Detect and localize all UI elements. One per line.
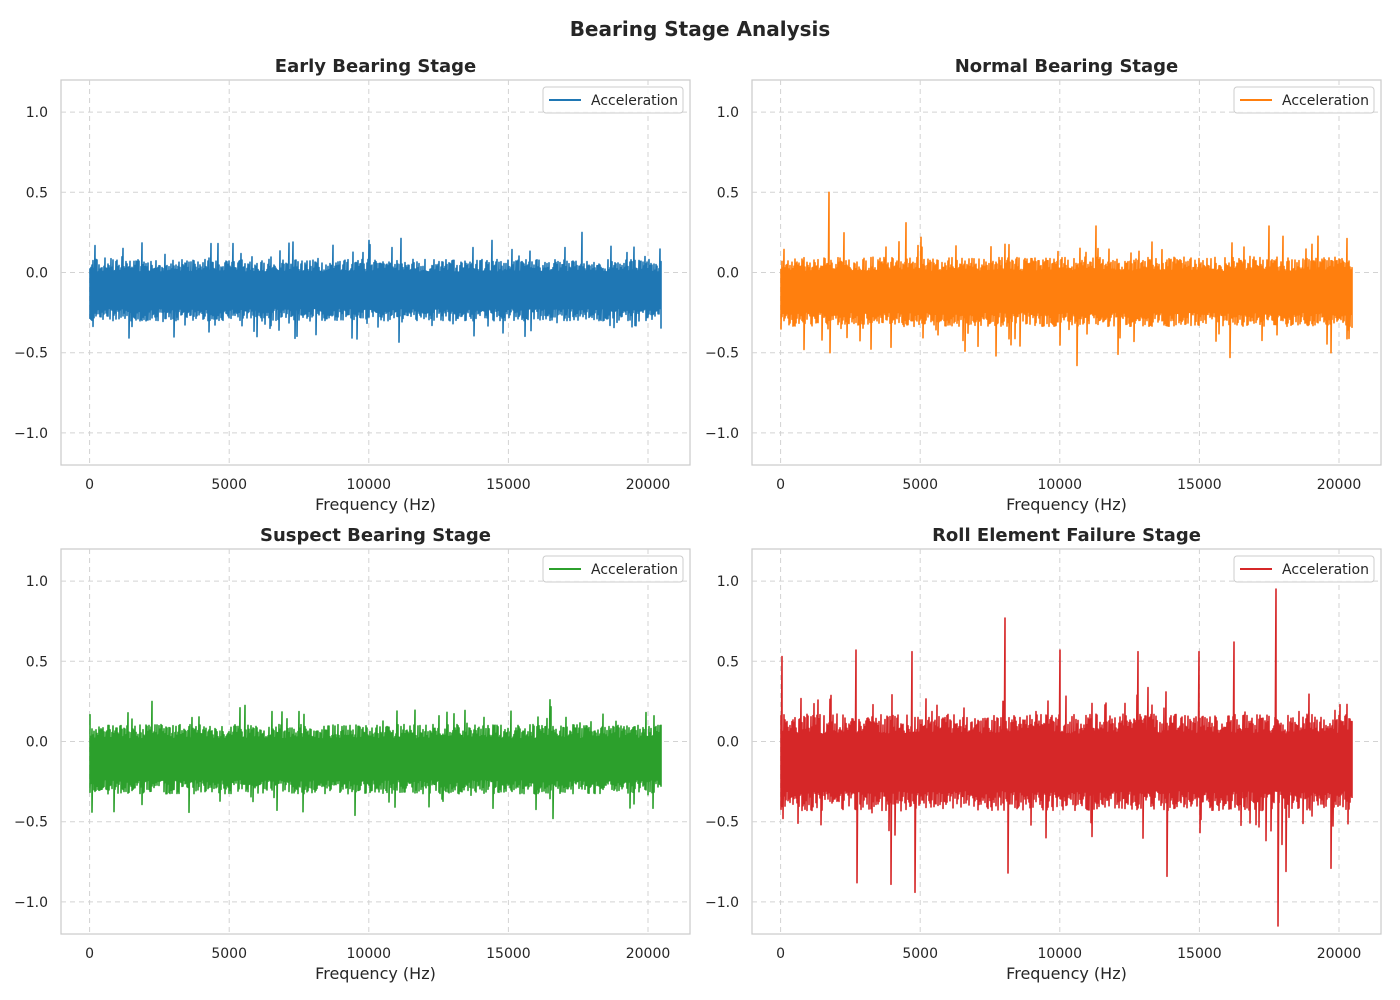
- legend: Acceleration: [542, 86, 684, 114]
- x-tick-label: 10000: [1038, 477, 1083, 493]
- y-tick-label: 0.5: [717, 185, 739, 201]
- legend-label: Acceleration: [591, 562, 678, 578]
- legend-frame: [542, 555, 684, 583]
- legend: Acceleration: [542, 555, 684, 583]
- subplot-4: 0 5000 10000 15000 20000 −1.0 −0.5 0.0 0.5 1.0 Fre…: [705, 525, 1382, 983]
- subplot-3: 0 5000 10000 15000 20000 −1.0 −0.5 0.0 0.5 1.0 Fre…: [14, 525, 691, 983]
- x-axis-label: Frequency (Hz): [1006, 964, 1127, 983]
- figure-title: Bearing Stage Analysis: [570, 17, 831, 41]
- series-line-acceleration: [89, 699, 662, 820]
- y-tick-label: −1.0: [14, 426, 48, 442]
- series-line-acceleration: [780, 191, 1353, 367]
- x-tick-label: 0: [85, 477, 94, 493]
- x-tick-label: 0: [776, 946, 785, 962]
- legend-label: Acceleration: [591, 93, 678, 109]
- x-tick-label: 15000: [486, 946, 531, 962]
- x-tick-label: 15000: [486, 477, 531, 493]
- x-tick-label: 10000: [347, 946, 392, 962]
- legend: Acceleration: [1233, 555, 1375, 583]
- subplot-title: Roll Element Failure Stage: [932, 525, 1201, 546]
- legend-frame: [1233, 555, 1375, 583]
- y-tick-label: 1.0: [26, 105, 48, 121]
- x-axis-label: Frequency (Hz): [315, 495, 436, 514]
- subplot-grid: 0 5000 10000 15000 20000 −1.0 −0.5 0.0 0.5 1.0 Fre…: [14, 56, 1382, 983]
- y-tick-label: 1.0: [717, 574, 739, 590]
- x-tick-label: 20000: [1317, 477, 1362, 493]
- y-tick-label: −1.0: [705, 426, 739, 442]
- y-tick-label: −0.5: [14, 815, 48, 831]
- y-tick-label: −0.5: [705, 346, 739, 362]
- y-tick-label: −1.0: [14, 895, 48, 911]
- x-tick-label: 5000: [902, 946, 938, 962]
- y-tick-label: 0.0: [717, 735, 739, 751]
- x-tick-label: 10000: [347, 477, 392, 493]
- y-tick-label: −1.0: [705, 895, 739, 911]
- x-tick-label: 20000: [1317, 946, 1362, 962]
- x-tick-label: 0: [776, 477, 785, 493]
- series-line-acceleration: [780, 588, 1353, 927]
- x-tick-label: 5000: [902, 477, 938, 493]
- y-tick-label: 0.5: [26, 185, 48, 201]
- x-tick-label: 20000: [626, 946, 671, 962]
- y-tick-label: 0.0: [26, 266, 48, 282]
- legend-frame: [1233, 86, 1375, 114]
- x-tick-label: 15000: [1177, 477, 1222, 493]
- x-tick-label: 10000: [1038, 946, 1083, 962]
- subplot-title: Suspect Bearing Stage: [260, 525, 491, 546]
- legend-label: Acceleration: [1282, 93, 1369, 109]
- y-tick-label: 1.0: [717, 105, 739, 121]
- x-axis-label: Frequency (Hz): [1006, 495, 1127, 514]
- y-tick-label: 0.5: [26, 654, 48, 670]
- y-tick-label: 0.0: [26, 735, 48, 751]
- x-axis-label: Frequency (Hz): [315, 964, 436, 983]
- y-tick-label: −0.5: [705, 815, 739, 831]
- y-tick-label: 0.0: [717, 266, 739, 282]
- y-tick-label: 0.5: [717, 654, 739, 670]
- subplot-2: 0 5000 10000 15000 20000 −1.0 −0.5 0.0 0.5 1.0 Fre…: [705, 56, 1382, 514]
- subplot-title: Early Bearing Stage: [275, 56, 476, 77]
- y-tick-label: −0.5: [14, 346, 48, 362]
- x-tick-label: 5000: [211, 477, 247, 493]
- x-tick-label: 0: [85, 946, 94, 962]
- subplot-1: 0 5000 10000 15000 20000 −1.0 −0.5 0.0 0.5 1.0 Fre…: [14, 56, 691, 514]
- subplot-title: Normal Bearing Stage: [955, 56, 1179, 77]
- legend-label: Acceleration: [1282, 562, 1369, 578]
- y-tick-label: 1.0: [26, 574, 48, 590]
- x-tick-label: 20000: [626, 477, 671, 493]
- x-tick-label: 5000: [211, 946, 247, 962]
- legend: Acceleration: [1233, 86, 1375, 114]
- x-tick-label: 15000: [1177, 946, 1222, 962]
- series-line-acceleration: [89, 231, 662, 343]
- legend-frame: [542, 86, 684, 114]
